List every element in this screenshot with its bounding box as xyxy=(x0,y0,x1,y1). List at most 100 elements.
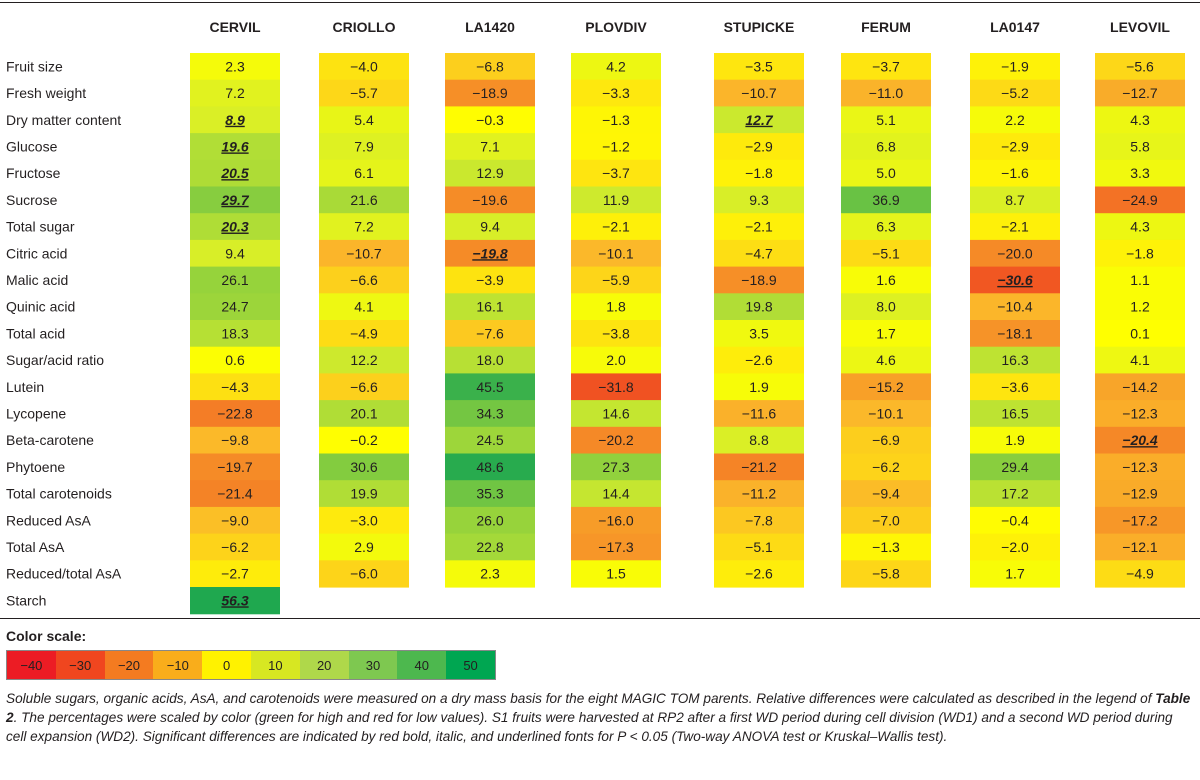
heatmap-cell xyxy=(714,506,804,535)
cell-value: 5.4 xyxy=(354,112,374,128)
heatmap-cell xyxy=(970,213,1060,241)
cell-value: −22.8 xyxy=(217,405,253,421)
cell-value-significant: −20.4 xyxy=(1122,432,1158,448)
cell-value: 8.8 xyxy=(749,432,769,448)
cell-value: 2.0 xyxy=(606,352,626,368)
heatmap-cell xyxy=(714,186,804,214)
heatmap-cell xyxy=(1095,53,1185,81)
row-label: Malic acid xyxy=(6,272,68,288)
cell-value: 3.5 xyxy=(749,325,769,341)
cell-value: 22.8 xyxy=(476,539,503,555)
cell-value: −6.2 xyxy=(872,459,900,475)
cell-value: −6.8 xyxy=(476,58,504,74)
cell-value: −1.6 xyxy=(1001,165,1029,181)
heatmap-cell xyxy=(841,213,931,241)
cell-value: −1.2 xyxy=(602,138,630,154)
heatmap-cell xyxy=(714,293,804,321)
heatmap-cell xyxy=(571,293,661,321)
cell-value: −6.6 xyxy=(350,272,378,288)
heatmap-cell xyxy=(714,133,804,161)
heatmap-cell xyxy=(841,533,931,561)
heatmap-cell xyxy=(1095,239,1185,268)
cell-value: 4.2 xyxy=(606,58,626,74)
heatmap-cell xyxy=(445,560,535,588)
cell-value: 6.1 xyxy=(354,165,374,181)
cell-value: 5.8 xyxy=(1130,138,1150,154)
heatmap-cell xyxy=(571,213,661,241)
cell-value: −6.0 xyxy=(350,566,378,582)
row-label: Phytoene xyxy=(6,459,65,475)
cell-value: 1.8 xyxy=(606,299,626,315)
heatmap-cell xyxy=(970,320,1060,348)
heatmap-cell xyxy=(714,266,804,294)
heatmap-cell xyxy=(571,266,661,294)
heatmap-cell xyxy=(841,346,931,374)
heatmap-cell xyxy=(190,266,280,294)
cell-value: −7.6 xyxy=(476,325,504,341)
column-header: STUPICKE xyxy=(724,19,795,35)
row-label: Fresh weight xyxy=(6,85,86,101)
table-bottom-rule xyxy=(0,618,1200,619)
heatmap-cell xyxy=(445,133,535,161)
column-header: LEVOVIL xyxy=(1110,19,1170,35)
heatmap-cell xyxy=(841,266,931,294)
heatmap-cell xyxy=(970,239,1060,268)
heatmap-cell xyxy=(714,560,804,588)
row-label: Total acid xyxy=(6,325,65,341)
cell-value: −6.9 xyxy=(872,432,900,448)
column-header: LA0147 xyxy=(990,19,1040,35)
heatmap-cell xyxy=(970,346,1060,374)
cell-value: 7.9 xyxy=(354,138,374,154)
cell-value: −11.0 xyxy=(869,85,904,101)
cell-value: 1.6 xyxy=(876,272,896,288)
heatmap-cell xyxy=(841,79,931,107)
cell-value: −12.9 xyxy=(1122,486,1158,502)
heatmap-cell xyxy=(714,320,804,348)
heatmap-cell xyxy=(841,53,931,81)
caption-table-ref[interactable]: Table 2 xyxy=(6,691,1191,725)
cell-value: −2.7 xyxy=(221,566,249,582)
cell-value: −2.9 xyxy=(1001,138,1029,154)
heatmap-cell xyxy=(319,106,409,134)
cell-value: 1.7 xyxy=(1005,566,1025,582)
cell-value: 26.1 xyxy=(221,272,248,288)
heatmap-cell xyxy=(1095,79,1185,107)
heatmap-cell xyxy=(445,213,535,241)
cell-value: −31.8 xyxy=(598,379,634,395)
cell-value: −12.3 xyxy=(1122,405,1158,421)
heatmap-cell xyxy=(841,133,931,161)
cell-value: −20.0 xyxy=(997,245,1033,261)
heatmap-cell xyxy=(190,560,280,588)
cell-value: −4.3 xyxy=(221,379,249,395)
cell-value: 11.9 xyxy=(603,192,629,208)
heatmap-cell xyxy=(970,106,1060,134)
cell-value: 18.0 xyxy=(476,352,503,368)
color-scale-swatch: 30 xyxy=(348,651,398,679)
cell-value: −5.2 xyxy=(1001,85,1029,101)
heatmap-cell xyxy=(571,453,661,481)
heatmap-cell xyxy=(714,159,804,188)
cell-value-significant: −19.8 xyxy=(472,245,508,261)
heatmap-cell xyxy=(571,53,661,81)
heatmap-cell xyxy=(841,506,931,535)
heatmap-cell xyxy=(190,480,280,508)
cell-value: −0.3 xyxy=(476,112,504,128)
cell-value: −5.1 xyxy=(745,539,773,555)
cell-value-significant: −30.6 xyxy=(997,272,1033,288)
cell-value: −9.4 xyxy=(872,486,900,502)
heatmap-cell xyxy=(714,79,804,107)
heatmap-cell xyxy=(571,480,661,508)
heatmap-cell xyxy=(319,453,409,481)
cell-value: 6.8 xyxy=(876,138,896,154)
heatmap-cell xyxy=(319,426,409,455)
color-scale-swatch: 50 xyxy=(446,651,495,679)
heatmap-cell xyxy=(1095,320,1185,348)
heatmap-cell xyxy=(841,426,931,455)
heatmap-cell xyxy=(970,159,1060,188)
cell-value: −10.7 xyxy=(346,245,382,261)
heatmap-cell xyxy=(445,400,535,428)
cell-value: 1.9 xyxy=(1005,432,1025,448)
cell-value: −4.7 xyxy=(745,245,773,261)
cell-value: 6.3 xyxy=(876,219,896,235)
heatmap-cell xyxy=(319,293,409,321)
